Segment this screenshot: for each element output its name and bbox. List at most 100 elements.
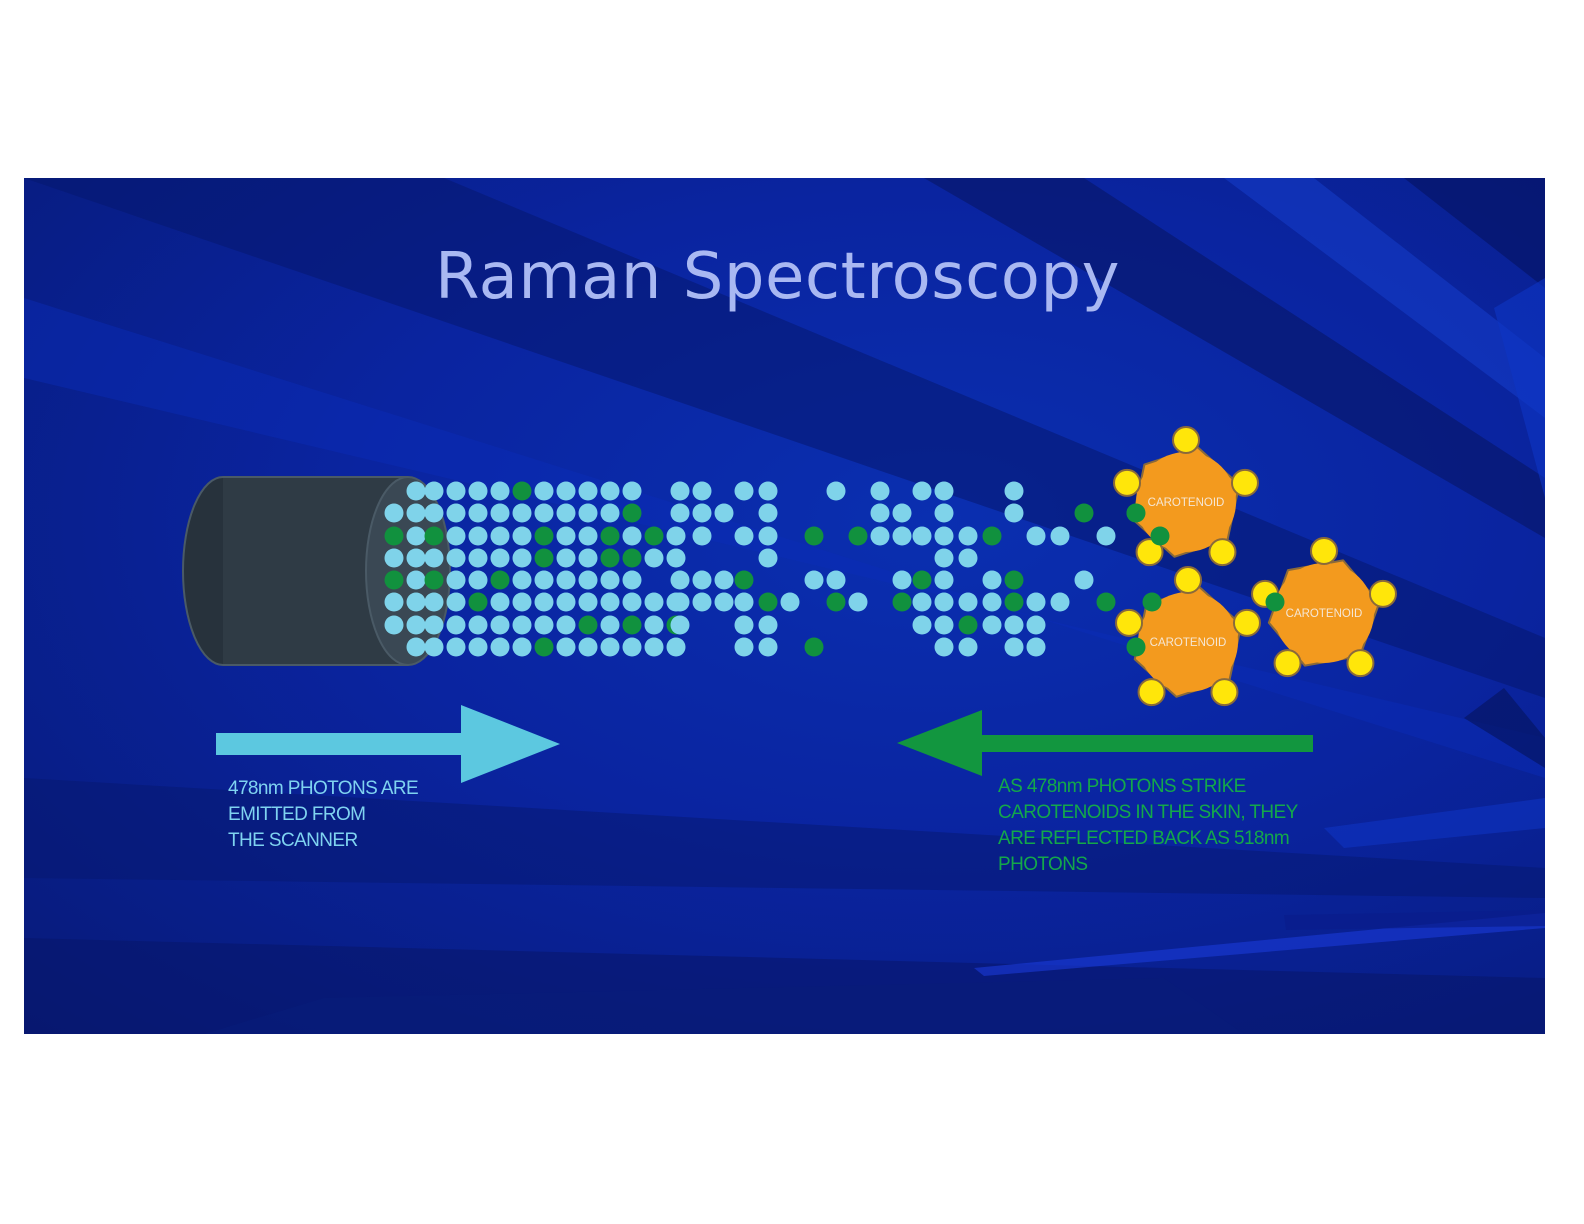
photon-478nm (644, 637, 664, 657)
photon-478nm (912, 615, 932, 635)
carotenoid-atom (1232, 608, 1261, 637)
photon-478nm (446, 481, 466, 501)
photon-478nm (534, 503, 554, 523)
photon-478nm (512, 548, 532, 568)
photon-478nm (848, 592, 868, 612)
photon-518nm (1142, 592, 1162, 612)
photon-478nm (622, 637, 642, 657)
photon-478nm (446, 570, 466, 590)
photon-478nm (622, 481, 642, 501)
photon-478nm (556, 637, 576, 657)
photon-478nm (468, 615, 488, 635)
caption-reflected-line-2: CAROTENOIDS IN THE SKIN, THEY (998, 802, 1298, 823)
photon-478nm (826, 570, 846, 590)
carotenoid-atom (1172, 426, 1200, 454)
photon-478nm (758, 503, 778, 523)
photon-478nm (578, 592, 598, 612)
photon-478nm (870, 503, 890, 523)
photon-478nm (446, 503, 466, 523)
photon-478nm (490, 548, 510, 568)
photon-478nm (870, 481, 890, 501)
photon-478nm (692, 570, 712, 590)
photon-518nm (534, 637, 554, 657)
photon-478nm (670, 503, 690, 523)
photon-478nm (556, 615, 576, 635)
photon-518nm (424, 526, 444, 546)
scanner-cylinder (182, 476, 451, 666)
photon-478nm (556, 503, 576, 523)
photon-478nm (1074, 570, 1094, 590)
photon-478nm (958, 526, 978, 546)
photon-478nm (758, 637, 778, 657)
photon-478nm (600, 592, 620, 612)
caption-emitted-line-1: 478nm PHOTONS ARE (228, 778, 419, 799)
photon-478nm (446, 526, 466, 546)
photon-478nm (644, 548, 664, 568)
photon-478nm (934, 570, 954, 590)
photon-478nm (780, 592, 800, 612)
photon-478nm (424, 503, 444, 523)
slide: Raman Spectroscopy CAROTENOID CAROTENOID C… (24, 178, 1545, 1034)
photon-478nm (556, 548, 576, 568)
photon-478nm (934, 548, 954, 568)
carotenoid-atom (1115, 608, 1144, 637)
photon-478nm (622, 592, 642, 612)
photon-478nm (446, 548, 466, 568)
photon-478nm (734, 526, 754, 546)
carotenoid-core (1138, 592, 1238, 692)
photon-478nm (1004, 637, 1024, 657)
photon-478nm (600, 570, 620, 590)
photon-478nm (758, 615, 778, 635)
photon-478nm (600, 481, 620, 501)
photon-518nm (622, 503, 642, 523)
photon-478nm (982, 570, 1002, 590)
photon-478nm (578, 548, 598, 568)
photon-478nm (982, 615, 1002, 635)
photon-478nm (692, 592, 712, 612)
photon-478nm (666, 637, 686, 657)
photon-478nm (490, 637, 510, 657)
photon-478nm (1026, 615, 1046, 635)
photon-518nm (534, 548, 554, 568)
caption-reflected: AS 478nm PHOTONS STRIKE CAROTENOIDS IN T… (998, 774, 1318, 878)
photon-478nm (644, 592, 664, 612)
photon-478nm (892, 503, 912, 523)
photon-518nm (758, 592, 778, 612)
photon-478nm (468, 503, 488, 523)
caption-reflected-line-4: PHOTONS (998, 854, 1088, 875)
photon-478nm (692, 526, 712, 546)
photon-478nm (406, 615, 426, 635)
photon-478nm (468, 637, 488, 657)
photon-478nm (406, 481, 426, 501)
photon-478nm (734, 592, 754, 612)
photon-478nm (424, 637, 444, 657)
photon-478nm (556, 481, 576, 501)
photon-478nm (1050, 592, 1070, 612)
photon-478nm (892, 526, 912, 546)
photon-478nm (1004, 481, 1024, 501)
photon-478nm (934, 615, 954, 635)
photon-478nm (714, 570, 734, 590)
photon-478nm (1096, 526, 1116, 546)
photon-478nm (490, 592, 510, 612)
photon-478nm (512, 637, 532, 657)
carotenoid-atom (1310, 537, 1338, 565)
carotenoid-molecule: CAROTENOID (1251, 537, 1397, 678)
photon-478nm (424, 615, 444, 635)
photon-518nm (512, 481, 532, 501)
photon-478nm (406, 548, 426, 568)
photon-478nm (912, 526, 932, 546)
photon-478nm (666, 548, 686, 568)
photon-518nm (468, 592, 488, 612)
photon-478nm (446, 592, 466, 612)
caption-emitted-line-2: EMITTED FROM (228, 804, 366, 825)
photon-478nm (490, 503, 510, 523)
carotenoid-atom (1137, 678, 1166, 707)
caption-reflected-line-3: ARE REFLECTED BACK AS 518nm (998, 828, 1290, 849)
carotenoid-core (1274, 563, 1374, 663)
photon-478nm (870, 526, 890, 546)
photon-478nm (644, 615, 664, 635)
photon-478nm (958, 548, 978, 568)
photon-518nm (1126, 637, 1146, 657)
photon-478nm (534, 615, 554, 635)
